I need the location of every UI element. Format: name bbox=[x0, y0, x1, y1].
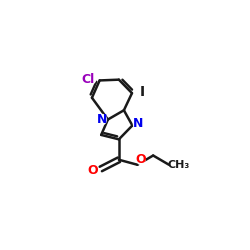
Ellipse shape bbox=[134, 119, 142, 129]
Ellipse shape bbox=[98, 114, 106, 124]
Ellipse shape bbox=[138, 86, 146, 97]
Text: CH₃: CH₃ bbox=[168, 160, 190, 170]
Text: N: N bbox=[132, 118, 143, 130]
Ellipse shape bbox=[81, 74, 96, 85]
Ellipse shape bbox=[171, 160, 186, 170]
Text: I: I bbox=[140, 84, 144, 98]
Text: O: O bbox=[87, 164, 98, 177]
Ellipse shape bbox=[88, 166, 96, 175]
Text: O: O bbox=[136, 153, 146, 166]
Text: N: N bbox=[97, 113, 107, 126]
Text: Cl: Cl bbox=[82, 73, 95, 86]
Ellipse shape bbox=[136, 154, 145, 164]
